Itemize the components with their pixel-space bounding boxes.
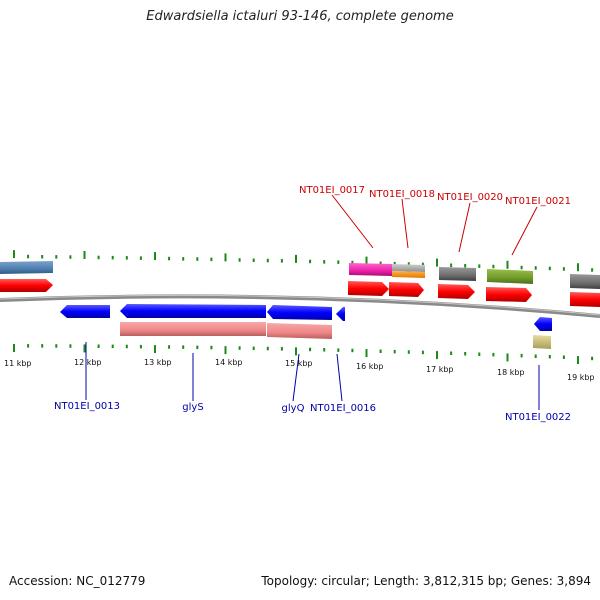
gene-labels-top: NT01EI_0017 NT01EI_0018 NT01EI_0020 NT01… (299, 185, 571, 207)
gene-label: glyS (182, 402, 203, 413)
map-title: Edwardsiella ictaluri 93-146, complete g… (146, 9, 454, 24)
label-leader-lines (85, 194, 540, 410)
kbp-label: 19 kbp (567, 373, 595, 382)
gene-feature[interactable] (533, 335, 551, 349)
accession-label: Accession: NC_012779 (9, 574, 146, 588)
tick-track-upper (13, 250, 594, 272)
reverse-features-inner (120, 322, 551, 349)
kbp-label: 17 kbp (426, 365, 454, 374)
gene-label: NT01EI_0017 (299, 185, 365, 196)
gene-label: NT01EI_0016 (310, 403, 376, 414)
gene-feature[interactable] (120, 322, 266, 336)
gene-feature[interactable] (439, 267, 476, 281)
gene-feature[interactable] (0, 261, 53, 274)
reverse-cds-track (60, 304, 552, 331)
forward-cds[interactable] (389, 282, 424, 297)
genome-backbone-highlight (0, 294, 600, 316)
forward-cds[interactable] (348, 281, 389, 296)
kbp-label: 16 kbp (356, 362, 384, 371)
gene-label: NT01EI_0013 (54, 401, 120, 412)
forward-cds[interactable] (0, 279, 53, 292)
reverse-cds[interactable] (60, 305, 110, 318)
gene-feature[interactable] (570, 274, 600, 289)
reverse-cds[interactable] (120, 304, 266, 318)
kbp-label: 12 kbp (74, 358, 102, 367)
forward-features-outer (0, 261, 600, 289)
gene-feature[interactable] (267, 323, 332, 339)
genome-backbone (0, 294, 600, 318)
gene-label: glyQ (282, 403, 305, 414)
reverse-cds[interactable] (267, 305, 332, 320)
gene-label: NT01EI_0021 (505, 196, 571, 207)
gene-feature[interactable] (349, 263, 392, 276)
gene-label: NT01EI_0018 (369, 189, 435, 200)
gene-feature[interactable] (392, 264, 425, 272)
gene-label: NT01EI_0022 (505, 412, 571, 423)
forward-cds[interactable] (438, 284, 475, 299)
gene-label: NT01EI_0020 (437, 192, 503, 203)
topology-label: Topology: circular; Length: 3,812,315 bp… (261, 574, 591, 588)
reverse-cds[interactable] (336, 307, 345, 321)
forward-cds[interactable] (486, 287, 532, 302)
kbp-label: 14 kbp (215, 358, 243, 367)
kbp-label: 11 kbp (4, 359, 32, 368)
reverse-cds[interactable] (534, 317, 552, 331)
gene-labels-bottom: NT01EI_0013 glyS glyQ NT01EI_0016 NT01EI… (54, 401, 571, 423)
kbp-label: 18 kbp (497, 368, 525, 377)
gene-feature[interactable] (487, 269, 533, 284)
kbp-label: 13 kbp (144, 358, 172, 367)
gene-feature[interactable] (392, 271, 425, 278)
forward-cds-track (0, 279, 600, 307)
kbp-labels: 11 kbp 12 kbp 13 kbp 14 kbp 15 kbp 16 kb… (4, 358, 595, 382)
forward-cds[interactable] (570, 292, 600, 307)
tick-track-lower (13, 344, 594, 365)
kbp-label: 15 kbp (285, 359, 313, 368)
